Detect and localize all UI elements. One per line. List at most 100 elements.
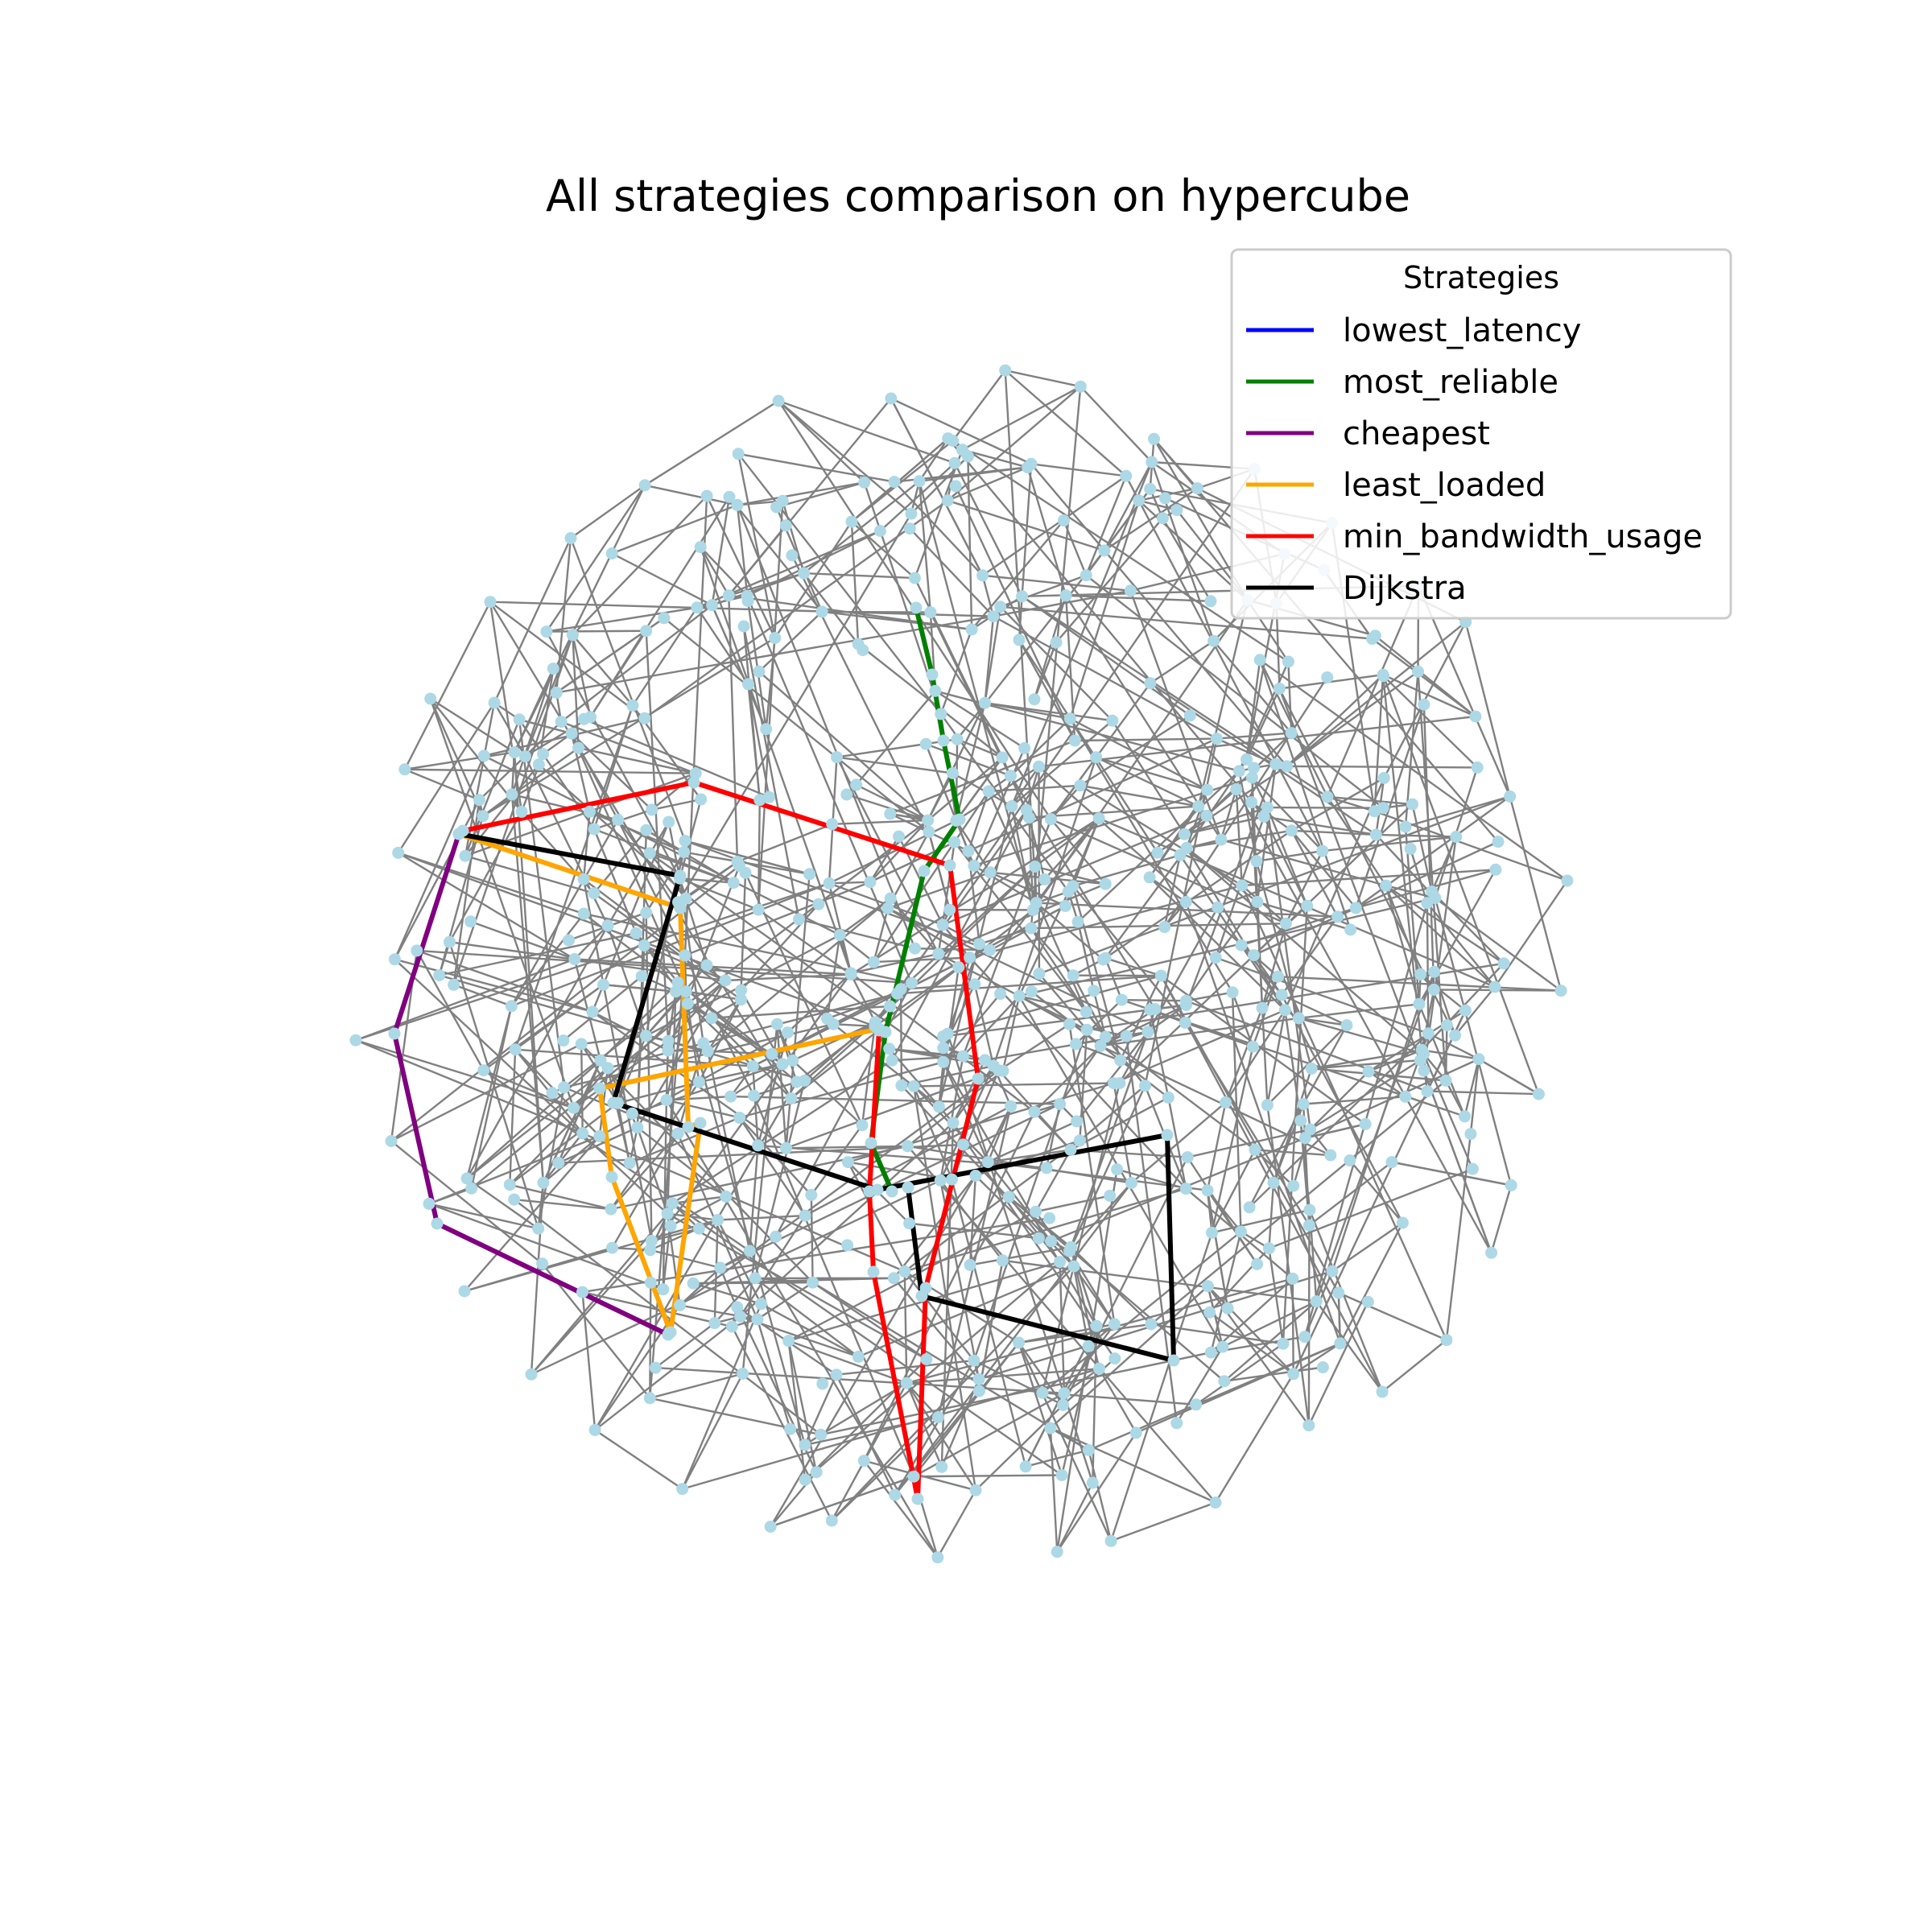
network-node — [1426, 886, 1439, 898]
network-edge — [940, 1378, 980, 1468]
network-edge — [610, 1145, 908, 1211]
network-edge — [1069, 718, 1234, 993]
network-node — [1332, 1286, 1345, 1299]
network-node — [1208, 634, 1220, 647]
network-edge — [955, 819, 992, 873]
network-node — [1033, 760, 1045, 773]
network-edge — [1104, 487, 1199, 551]
network-edge — [729, 496, 824, 613]
network-edge — [682, 1368, 1100, 1490]
network-edge — [1215, 956, 1429, 1034]
path-node — [871, 1183, 884, 1196]
network-node — [907, 1080, 920, 1092]
network-node — [1248, 949, 1260, 962]
network-edge — [1405, 795, 1511, 828]
network-node — [584, 805, 596, 818]
network-node — [411, 944, 423, 957]
network-edge — [973, 902, 1038, 985]
network-edge — [952, 369, 1006, 442]
network-edge — [1050, 757, 1097, 820]
network-node — [1421, 897, 1434, 910]
network-node — [1331, 910, 1344, 923]
network-edge — [947, 499, 1105, 552]
path-node — [972, 1072, 985, 1085]
network-edge — [894, 1342, 1020, 1496]
network-edge — [355, 1039, 584, 1134]
network-edge — [663, 617, 930, 833]
network-edge — [1322, 836, 1456, 852]
network-edge — [594, 1429, 683, 1490]
network-node — [1067, 1260, 1080, 1273]
network-edge — [1072, 1265, 1090, 1347]
network-edge — [1088, 1450, 1113, 1542]
network-edge — [993, 757, 1097, 1067]
network-node — [833, 929, 846, 941]
network-node — [1071, 915, 1084, 928]
network-node — [1245, 796, 1258, 809]
network-node — [565, 727, 578, 740]
network-edge — [1075, 1031, 1149, 1122]
network-edge — [803, 572, 864, 651]
network-edge — [925, 743, 1011, 777]
network-node — [465, 1182, 478, 1195]
network-node — [563, 934, 575, 947]
network-node — [1022, 461, 1034, 473]
network-node — [793, 913, 805, 926]
network-node — [1057, 1398, 1070, 1411]
network-edge — [746, 596, 767, 729]
network-node — [856, 1119, 869, 1132]
network-node — [691, 601, 704, 614]
network-edge — [545, 485, 646, 633]
network-node — [508, 746, 521, 758]
network-edge — [803, 1374, 838, 1446]
network-node — [1298, 1331, 1311, 1344]
network-node — [577, 907, 590, 920]
network-edge — [1463, 1059, 1480, 1117]
network-node — [1158, 921, 1171, 934]
network-edge — [1018, 995, 1087, 1013]
network-edge — [594, 1315, 741, 1431]
network-edge — [478, 720, 563, 801]
network-node — [782, 1026, 794, 1039]
network-node — [885, 392, 898, 405]
path-Dijkstra — [458, 832, 1176, 1363]
network-edge — [700, 546, 749, 597]
network-edge — [571, 733, 687, 993]
network-node — [640, 824, 653, 836]
network-edge — [1210, 1278, 1294, 1353]
network-node — [1287, 1368, 1300, 1381]
path-node — [694, 1117, 707, 1129]
network-node — [1179, 1016, 1191, 1029]
network-node — [1262, 1242, 1275, 1255]
network-node — [1440, 1019, 1453, 1032]
network-edge — [1085, 475, 1127, 576]
network-node — [1241, 753, 1253, 766]
network-node — [935, 708, 947, 720]
network-edge — [925, 743, 957, 821]
network-node — [1092, 812, 1105, 825]
network-edge — [1000, 605, 1373, 640]
network-edge — [747, 683, 770, 798]
network-edge — [894, 481, 984, 576]
network-edge — [1195, 1343, 1284, 1406]
path-cheapest — [392, 833, 670, 1337]
network-edge — [483, 1069, 750, 1252]
network-edge — [961, 386, 1081, 451]
network-edge — [1478, 1058, 1540, 1096]
network-node — [509, 1043, 522, 1056]
network-node — [1113, 1077, 1126, 1089]
network-edge — [1224, 1300, 1318, 1382]
network-edge — [592, 1010, 787, 1150]
network-edge — [1103, 461, 1153, 551]
network-node — [674, 1299, 686, 1311]
network-edge — [1175, 1346, 1224, 1424]
network-node — [448, 978, 460, 991]
network-node — [937, 1030, 950, 1042]
network-node — [976, 569, 989, 582]
network-node — [972, 1373, 985, 1385]
network-node — [1249, 1143, 1261, 1156]
network-edge — [667, 1212, 718, 1221]
network-node — [902, 1140, 914, 1153]
network-edge — [778, 399, 956, 464]
network-node — [895, 1080, 908, 1092]
